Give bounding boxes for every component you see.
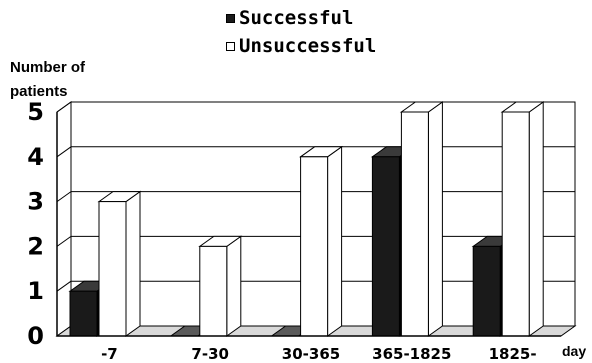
bar-unsuccessful-2-side (327, 145, 343, 337)
gridline-side (56, 235, 72, 247)
y-tick-label: 1 (27, 277, 44, 305)
bar-unsuccessful-1 (199, 245, 228, 337)
legend-label-successful: Successful (239, 7, 354, 29)
legend-label-unsuccessful: Unsuccessful (239, 35, 377, 57)
y-axis-label: Number of patients (10, 56, 85, 104)
y-tick-label: 2 (27, 232, 44, 260)
x-tick-label: -7 (101, 345, 118, 363)
x-tick-label: 1825- (489, 345, 537, 363)
y-axis-label-line2: patients (10, 83, 68, 100)
gridline-side (56, 280, 72, 292)
bar-successful-0 (69, 290, 98, 337)
y-tick-label: 3 (27, 188, 44, 216)
y-tick-label: 4 (27, 143, 44, 171)
bar-unsuccessful-3-side (427, 101, 443, 337)
plot-side-wall (56, 101, 72, 337)
x-tick-label: 30-365 (282, 345, 340, 363)
y-tick-label: 0 (27, 322, 44, 350)
x-tick-label: 365-1825 (372, 345, 451, 363)
legend: Successful Unsuccessful (226, 8, 376, 56)
bar-unsuccessful-0-side (125, 190, 141, 337)
bar-successful-3 (371, 156, 400, 337)
bar-unsuccessful-4 (501, 111, 530, 337)
bar-unsuccessful-1-side (226, 235, 242, 337)
gridline-side (56, 101, 72, 113)
y-axis-label-line1: Number of (10, 59, 85, 76)
bar-unsuccessful-4-side (528, 101, 544, 337)
legend-item-unsuccessful: Unsuccessful (226, 36, 376, 56)
legend-item-successful: Successful (226, 8, 376, 28)
gridline-side (56, 191, 72, 203)
bar-successful-4 (472, 245, 501, 337)
y-tick-label: 5 (27, 98, 44, 126)
bar-unsuccessful-0 (98, 201, 127, 337)
bar-unsuccessful-3 (400, 111, 429, 337)
gridline-side (56, 146, 72, 158)
legend-swatch-successful (226, 13, 235, 23)
x-tick-label: 7-30 (191, 345, 229, 363)
x-axis-unit: day (562, 343, 587, 359)
legend-swatch-unsuccessful (226, 41, 235, 51)
bar-unsuccessful-2 (300, 156, 329, 337)
